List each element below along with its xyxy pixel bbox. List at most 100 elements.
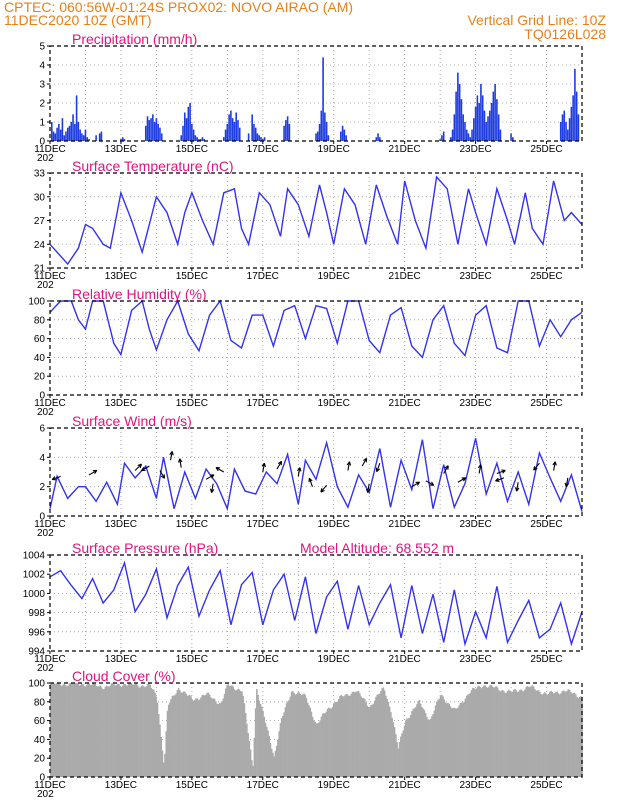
wind-arrow [178,458,183,468]
precip-bar [327,135,330,141]
cloud-bar [299,693,302,777]
cloud-bar [493,687,495,777]
cloud-bar [201,695,203,777]
precip-bar [375,137,378,141]
cloud-bar [545,693,547,777]
cloud-bar [217,704,220,777]
cloud-bar [303,693,305,777]
cloud-bar [177,687,180,777]
wind-arrow-head [169,451,174,456]
precip-bar [152,114,154,141]
cloud-bar [375,696,377,777]
cloud-bar [187,695,190,777]
panel-title: Relative Humidity (%) [72,286,207,302]
cloud-bar [450,708,453,777]
cloud-bar [454,708,457,777]
cloud-bar [408,717,411,777]
cloud-bar [159,724,161,777]
cloud-bar [192,700,195,777]
cloud-bar [535,690,537,777]
cloud-bar [98,685,100,777]
wind-arrow-head [366,488,371,493]
xtick-label: 15DEC [176,654,208,665]
precip-bar [485,122,488,141]
cloud-bar [316,723,319,777]
xtick-label: 15DEC [176,398,208,409]
xtick-label: 19DEC [318,654,350,665]
cloud-bar [104,686,107,777]
precip-bar [159,127,161,141]
precip-bar [288,123,291,141]
precip-bar [50,122,53,141]
cloud-bar [467,694,469,777]
cloud-bar [455,708,458,777]
cloud-bar [359,693,361,777]
cloud-bar [272,752,274,777]
cloud-bar [128,683,130,777]
cloud-bar [350,693,352,777]
wind-arrow-head [137,463,143,469]
cloud-bar [520,689,523,777]
xtick-label: 23DEC [459,398,491,409]
precip-bar [316,131,319,141]
cloud-bar [449,706,452,777]
cloud-bar [479,687,482,777]
cloud-bar [401,733,403,777]
cloud-bar [304,694,307,777]
wind-arrow-shaft [361,458,368,467]
cloud-bar [436,701,438,777]
cloud-bar [220,702,222,777]
precip-bar [441,135,443,141]
precip-bar [61,118,64,141]
cloud-bar [434,705,437,777]
cloud-bar [565,691,567,777]
cloud-bar [422,708,424,777]
xtick-label: 23DEC [459,654,491,665]
wind-arrow-head [415,481,421,486]
cloud-bar [319,720,321,777]
cloud-bar [553,693,556,777]
cloud-bar [340,694,343,777]
xtick-label: 13DEC [105,780,137,791]
cloud-bar [388,706,391,777]
cloud-bar [417,701,419,777]
xtick-label: 19DEC [318,144,350,155]
cloud-bar [140,685,143,777]
precip-bar [283,125,285,141]
cloud-bar [218,702,221,777]
xtick-label: 25DEC [530,519,562,530]
ytick-label: 0 [39,773,45,784]
precip-bar [65,131,67,141]
cloud-bar [77,683,79,777]
precip-bar [320,110,323,141]
cloud-bar [256,689,258,777]
ytick-label: 2 [39,99,45,110]
cloud-bar [329,708,331,777]
cloud-bar [120,686,123,777]
wind-arrow-shaft [478,464,482,474]
xtick-label: 15DEC [176,144,208,155]
cloud-bar [540,694,542,777]
cloud-bar [261,706,263,777]
xtick-year-fragment: 202 [37,663,54,674]
cloud-bar [236,689,238,777]
cloud-bar [143,686,145,777]
cloud-bar [510,692,513,777]
cloud-bar [391,717,393,777]
cloud-bar [468,694,470,777]
cloud-bar [84,686,87,777]
header-gridline: Vertical Grid Line: 10Z [467,12,606,28]
cloud-bar [171,696,174,777]
precip-bar [150,118,152,141]
cloud-bar [406,718,408,777]
cloud-bar [475,688,478,777]
precip-bar [570,106,573,141]
wind-arrow-head [209,474,215,479]
cloud-bar [248,740,251,777]
cloud-bar [118,684,120,777]
precip-bar [157,123,159,141]
cloud-bar [59,685,62,777]
xtick-label: 19DEC [318,271,350,282]
cloud-bar [113,684,115,777]
cloud-bar [331,706,334,777]
